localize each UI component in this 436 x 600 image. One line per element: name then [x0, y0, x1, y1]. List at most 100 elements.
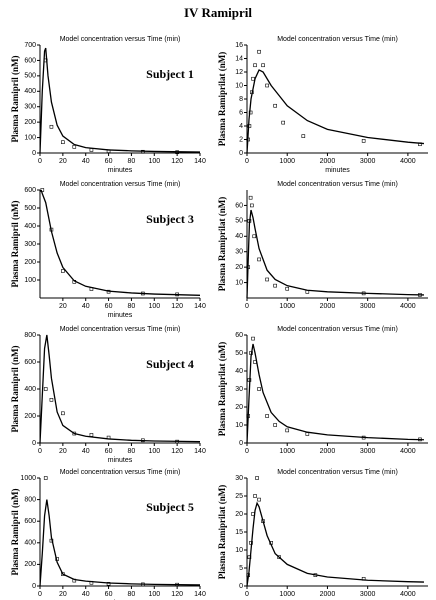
- x-tick-label: 80: [128, 591, 136, 598]
- observed-point: [305, 290, 310, 294]
- observed-point: [250, 90, 254, 95]
- y-tick-label: 8: [239, 96, 243, 103]
- observed-point: [40, 188, 45, 192]
- x-tick-label: 80: [128, 303, 136, 310]
- y-tick-label: 500: [24, 73, 36, 80]
- observed-point: [247, 555, 252, 560]
- x-tick-label: 140: [194, 448, 206, 455]
- x-tick-label: 140: [194, 158, 206, 165]
- x-tick-label: 80: [128, 448, 136, 455]
- chart-panel: Model concentration versus Time (min) 0 20…: [10, 326, 206, 464]
- observed-point: [141, 149, 145, 154]
- observed-point: [251, 336, 255, 341]
- observed-point: [261, 519, 265, 524]
- observed-point: [246, 414, 251, 418]
- observed-point: [250, 203, 254, 208]
- observed-point: [301, 134, 306, 138]
- x-tick-label: 100: [148, 158, 160, 165]
- observed-point: [175, 582, 179, 587]
- observed-point: [106, 149, 111, 153]
- observed-point: [277, 555, 281, 560]
- observed-point: [246, 573, 251, 578]
- observed-point: [247, 378, 252, 382]
- y-tick-label: 400: [24, 540, 36, 547]
- chart-panel: Model concentration versus Time (min) 0 20…: [10, 469, 206, 600]
- x-axis-label: minutes: [108, 312, 133, 319]
- x-tick-label: 20: [59, 448, 67, 455]
- observed-point: [257, 387, 261, 391]
- y-axis-label: Plasma Ramiprilat (nM): [217, 52, 227, 147]
- chart-panel: Model concentration versus Time (min) 10 2…: [217, 181, 428, 310]
- observed-point: [89, 287, 94, 291]
- observed-point: [253, 494, 257, 498]
- subject-label: Subject 4: [146, 357, 194, 371]
- y-tick-label: 0: [239, 440, 243, 447]
- x-tick-label: 20: [59, 303, 67, 310]
- y-tick-label: 50: [235, 350, 243, 357]
- x-tick-label: 0: [38, 591, 42, 598]
- x-tick-label: 0: [245, 448, 249, 455]
- x-tick-label: 4000: [400, 448, 416, 455]
- y-tick-label: 1000: [20, 475, 36, 482]
- observed-point: [361, 435, 366, 440]
- x-tick-label: 40: [82, 303, 90, 310]
- chart-title: Model concentration versus Time (min): [60, 36, 181, 43]
- y-tick-label: 100: [24, 277, 36, 284]
- chart-title: Model concentration versus Time (min): [277, 36, 398, 43]
- observed-point: [251, 76, 255, 81]
- observed-point: [273, 103, 277, 108]
- observed-point: [247, 124, 252, 128]
- x-tick-label: 100: [148, 303, 160, 310]
- y-tick-label: 200: [24, 413, 36, 420]
- y-tick-label: 500: [24, 205, 36, 212]
- chart-panel: Model concentration versus Time (min) 0 10…: [10, 36, 206, 174]
- chart-title: Model concentration versus Time (min): [60, 181, 181, 188]
- observed-point: [43, 387, 48, 391]
- y-tick-label: 10: [235, 279, 243, 286]
- observed-point: [43, 58, 48, 63]
- observed-point: [49, 397, 54, 402]
- y-tick-label: 50: [235, 218, 243, 225]
- x-tick-label: 3000: [360, 303, 376, 310]
- model-curve: [246, 501, 424, 587]
- y-axis-label: Plasma Ramipril (nM): [10, 56, 20, 143]
- x-tick-label: 120: [171, 591, 183, 598]
- x-tick-label: 60: [105, 158, 113, 165]
- y-tick-label: 40: [235, 368, 243, 375]
- observed-point: [252, 234, 257, 239]
- y-tick-label: 200: [24, 561, 36, 568]
- observed-point: [106, 435, 111, 440]
- x-tick-label: 2000: [320, 591, 336, 598]
- observed-point: [361, 139, 366, 143]
- observed-point: [61, 572, 65, 576]
- observed-point: [89, 580, 94, 585]
- y-axis-label: Plasma Ramiprilat (nM): [217, 485, 227, 580]
- y-tick-label: 0: [32, 440, 36, 447]
- y-tick-label: 0: [32, 150, 36, 157]
- x-tick-label: 1000: [279, 591, 295, 598]
- observed-point: [249, 540, 253, 545]
- x-tick-label: 140: [194, 591, 206, 598]
- observed-point: [247, 219, 252, 223]
- observed-point: [249, 351, 253, 355]
- y-tick-label: 10: [235, 422, 243, 429]
- model-curve: [39, 499, 201, 587]
- observed-point: [273, 283, 277, 288]
- chart-title: Model concentration versus Time (min): [60, 469, 181, 476]
- y-tick-label: 16: [235, 42, 243, 49]
- observed-point: [265, 414, 269, 418]
- x-tick-label: 2000: [320, 303, 336, 310]
- subject-label: Subject 3: [146, 212, 194, 226]
- x-tick-label: 120: [171, 448, 183, 455]
- chart-panel: Model concentration versus Time (min) 0 2 4…: [217, 36, 428, 174]
- observed-point: [253, 63, 257, 68]
- y-tick-label: 300: [24, 104, 36, 111]
- x-tick-label: 1000: [279, 303, 295, 310]
- y-tick-label: 700: [24, 42, 36, 49]
- y-tick-label: 15: [235, 529, 243, 536]
- x-tick-label: 100: [148, 448, 160, 455]
- y-tick-label: 300: [24, 241, 36, 248]
- model-curve: [39, 334, 201, 444]
- x-tick-label: 0: [38, 158, 42, 165]
- observed-point: [265, 83, 269, 88]
